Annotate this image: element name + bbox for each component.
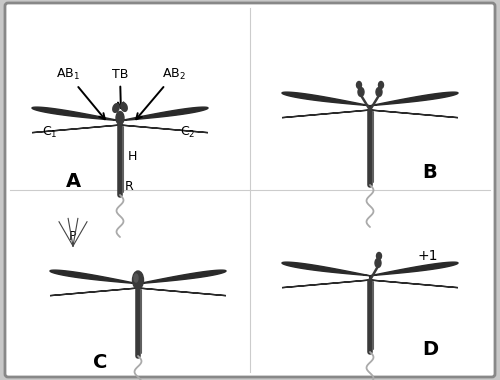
Ellipse shape <box>132 271 143 289</box>
Polygon shape <box>120 107 208 133</box>
Text: C$_1$: C$_1$ <box>42 125 58 140</box>
Text: D: D <box>422 340 438 359</box>
Text: C: C <box>93 353 107 372</box>
Polygon shape <box>370 92 458 118</box>
Text: P: P <box>69 230 77 243</box>
Text: +1: +1 <box>418 249 438 263</box>
Text: R: R <box>125 180 134 193</box>
Polygon shape <box>370 262 458 288</box>
Ellipse shape <box>116 111 124 125</box>
Polygon shape <box>50 270 138 296</box>
Ellipse shape <box>358 87 364 97</box>
Polygon shape <box>138 270 226 296</box>
Text: AB$_1$: AB$_1$ <box>56 67 105 119</box>
Polygon shape <box>282 262 370 288</box>
Text: C$_2$: C$_2$ <box>180 125 196 140</box>
Ellipse shape <box>134 274 138 282</box>
Polygon shape <box>32 107 120 133</box>
Text: B: B <box>422 163 438 182</box>
Ellipse shape <box>378 81 384 89</box>
Ellipse shape <box>375 258 381 268</box>
Polygon shape <box>282 92 370 118</box>
Ellipse shape <box>113 104 119 112</box>
Ellipse shape <box>356 81 362 89</box>
Text: AB$_2$: AB$_2$ <box>136 67 186 119</box>
FancyBboxPatch shape <box>5 3 495 377</box>
Text: H: H <box>128 150 138 163</box>
Text: TB: TB <box>112 68 128 108</box>
Ellipse shape <box>121 103 127 111</box>
Text: A: A <box>66 172 80 191</box>
Ellipse shape <box>376 87 382 97</box>
Ellipse shape <box>376 252 382 260</box>
